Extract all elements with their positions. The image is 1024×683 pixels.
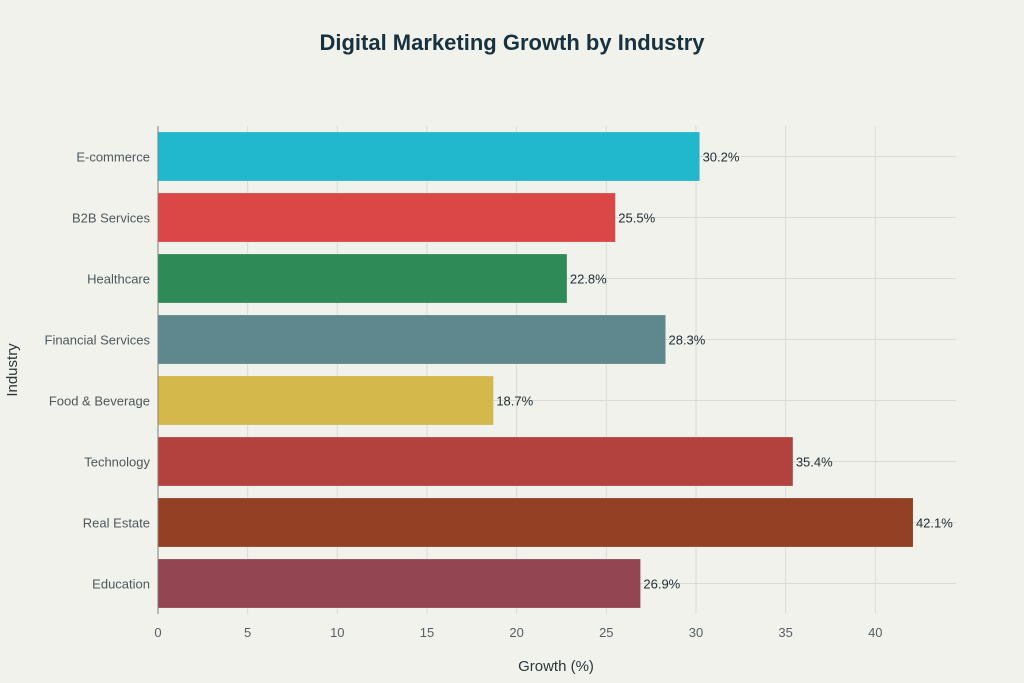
bar [158, 254, 567, 303]
bar [158, 315, 666, 364]
x-tick-label: 20 [509, 625, 523, 640]
bar [158, 376, 494, 425]
category-label: B2B Services [72, 211, 151, 226]
bar [158, 437, 793, 486]
x-tick-label: 10 [330, 625, 344, 640]
category-label: Technology [84, 455, 150, 470]
data-label: 26.9% [643, 577, 680, 592]
x-tick-label: 30 [689, 625, 703, 640]
category-label: Food & Beverage [49, 394, 150, 409]
bars [158, 132, 913, 608]
x-tick-label: 40 [868, 625, 882, 640]
data-label: 42.1% [916, 516, 953, 531]
bar [158, 559, 641, 608]
bar [158, 132, 700, 181]
category-label: Healthcare [87, 272, 150, 287]
category-label: Financial Services [45, 333, 151, 348]
data-labels: 30.2% 25.5% 22.8% 28.3% 18.7% 35.4% 42.1% 26.9% [496, 150, 953, 592]
data-label: 22.8% [570, 272, 607, 287]
category-label: Education [92, 577, 150, 592]
y-axis-label: Industry [4, 343, 21, 397]
bar [158, 498, 913, 547]
data-label: 25.5% [618, 211, 655, 226]
data-label: 18.7% [496, 394, 533, 409]
x-tick-label: 5 [244, 625, 251, 640]
x-tick-label: 25 [599, 625, 613, 640]
bar [158, 193, 616, 242]
x-axis-label: Growth (%) [518, 658, 594, 675]
data-label: 30.2% [703, 150, 740, 165]
category-labels: E-commerce B2B Services Healthcare Financia… [45, 150, 151, 592]
x-tick-label: 0 [154, 625, 161, 640]
x-tick-label: 15 [420, 625, 434, 640]
category-label: E-commerce [76, 150, 150, 165]
data-label: 35.4% [796, 455, 833, 470]
chart-title: Digital Marketing Growth by Industry [319, 30, 705, 55]
x-tick-label: 35 [778, 625, 792, 640]
x-tick-labels: 0 5 10 15 20 25 30 35 40 [154, 625, 882, 640]
category-label: Real Estate [83, 516, 150, 531]
data-label: 28.3% [668, 333, 705, 348]
